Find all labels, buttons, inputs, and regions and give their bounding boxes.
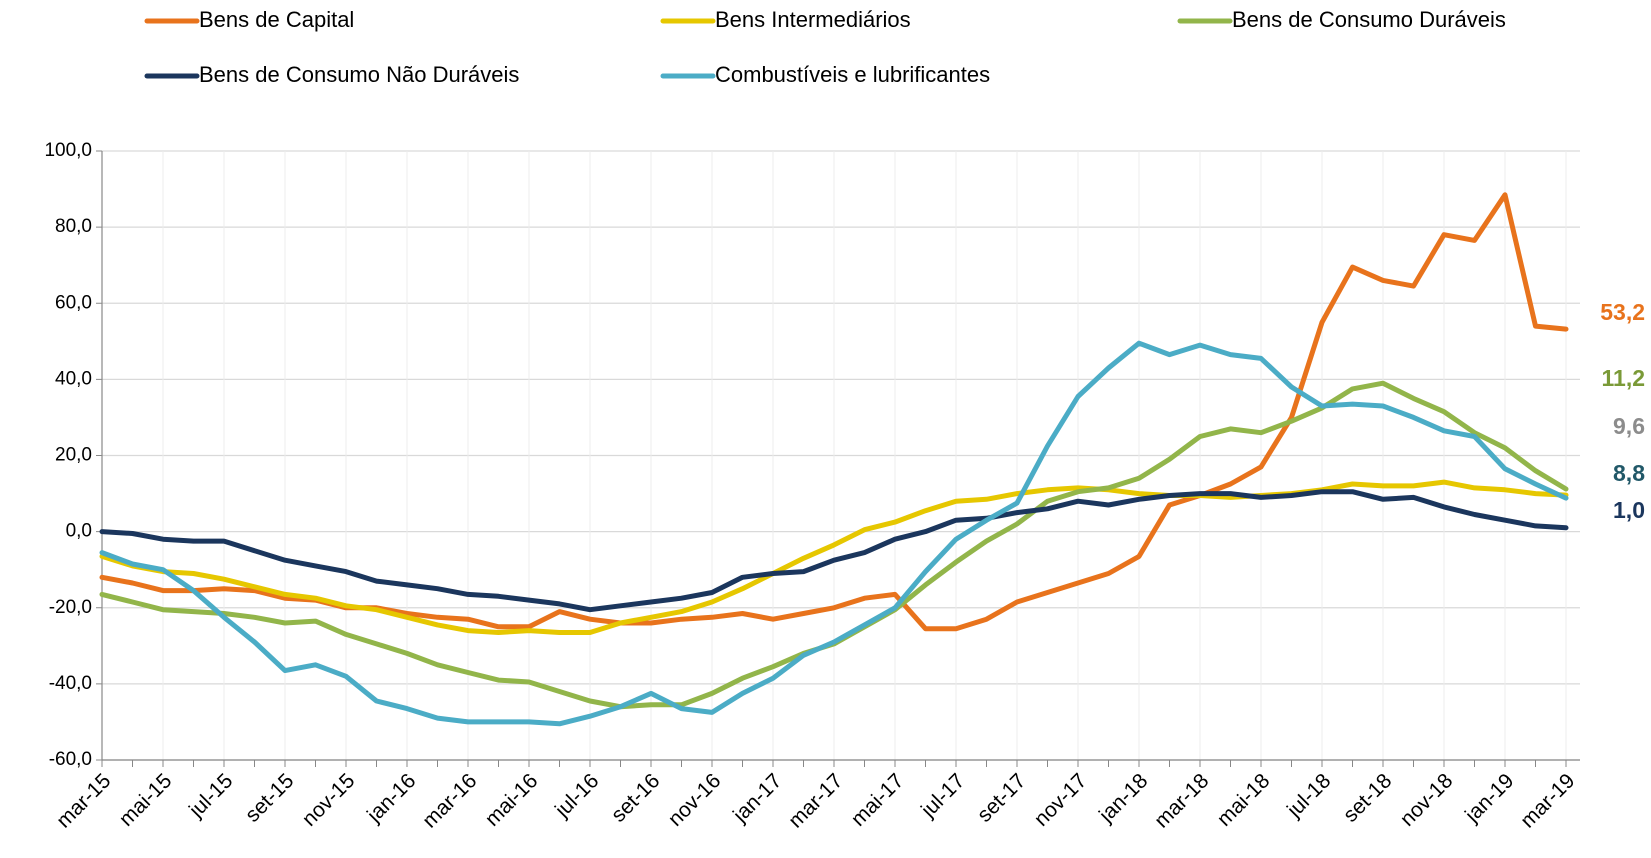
x-tick-label: nov-15 [298,769,360,831]
x-tick-label: jan-19 [1460,769,1518,827]
x-tick-label: mai-18 [1213,769,1275,831]
y-tick-label: -20,0 [49,597,92,618]
legend: Bens de Capital Bens Intermediários Bens d… [144,7,1506,87]
end-label: 11,2 [1602,365,1646,391]
x-tick-label: jan-16 [362,769,420,827]
x-tick-label: mai-15 [115,769,177,831]
x-tick-label: set-15 [241,769,299,827]
series-line [99,489,1569,613]
legend-label: Bens de Consumo Duráveis [1232,7,1506,32]
legend-label: Bens de Consumo Não Duráveis [199,62,519,87]
x-tick-label: mai-16 [481,769,543,831]
end-label: 8,8 [1613,460,1645,486]
y-tick-label: 40,0 [55,368,92,389]
x-tick-label: jan-18 [1094,769,1152,827]
grid [101,150,1580,761]
x-tick-label: mar-19 [1516,769,1579,832]
legend-label: Combustíveis e lubrificantes [715,62,990,87]
y-tick-label: 0,0 [66,521,92,542]
series-line [99,340,1569,727]
x-tick-label: jul-17 [916,769,969,822]
x-tick-label: set-16 [607,769,665,827]
x-tick-label: set-18 [1339,769,1397,827]
y-tick-label: 100,0 [44,140,92,161]
x-tick-label: nov-18 [1396,769,1458,831]
x-tick-label: jul-18 [1282,769,1335,822]
x-tick-label: mar-16 [418,769,481,832]
legend-label: Bens de Capital [199,7,354,32]
y-tick-label: -60,0 [49,749,92,770]
lines: 53,2 9,6 11,2 1,0 8,8 [99,192,1646,727]
x-tick-label: jan-17 [728,769,786,827]
x-tick-label: jul-16 [550,769,603,822]
x-tick-label: mar-17 [784,769,847,832]
y-tick-label: 60,0 [55,292,92,313]
y-tick-label: 80,0 [55,216,92,237]
x-tick-label: mar-18 [1150,769,1213,832]
x-tick-label: jul-15 [184,769,237,822]
x-tick-label: mai-17 [847,769,909,831]
end-label: 1,0 [1613,497,1645,523]
end-label: 9,6 [1613,413,1645,439]
end-label: 53,2 [1600,299,1645,325]
legend-label: Bens Intermediários [715,7,911,32]
y-tick-label: 20,0 [55,445,92,466]
y-tick-label: -40,0 [49,673,92,694]
x-tick-label: nov-16 [664,769,726,831]
x-tick-label: nov-17 [1030,769,1092,831]
x-tick-label: set-17 [973,769,1031,827]
x-tick-label: mar-15 [52,769,115,832]
